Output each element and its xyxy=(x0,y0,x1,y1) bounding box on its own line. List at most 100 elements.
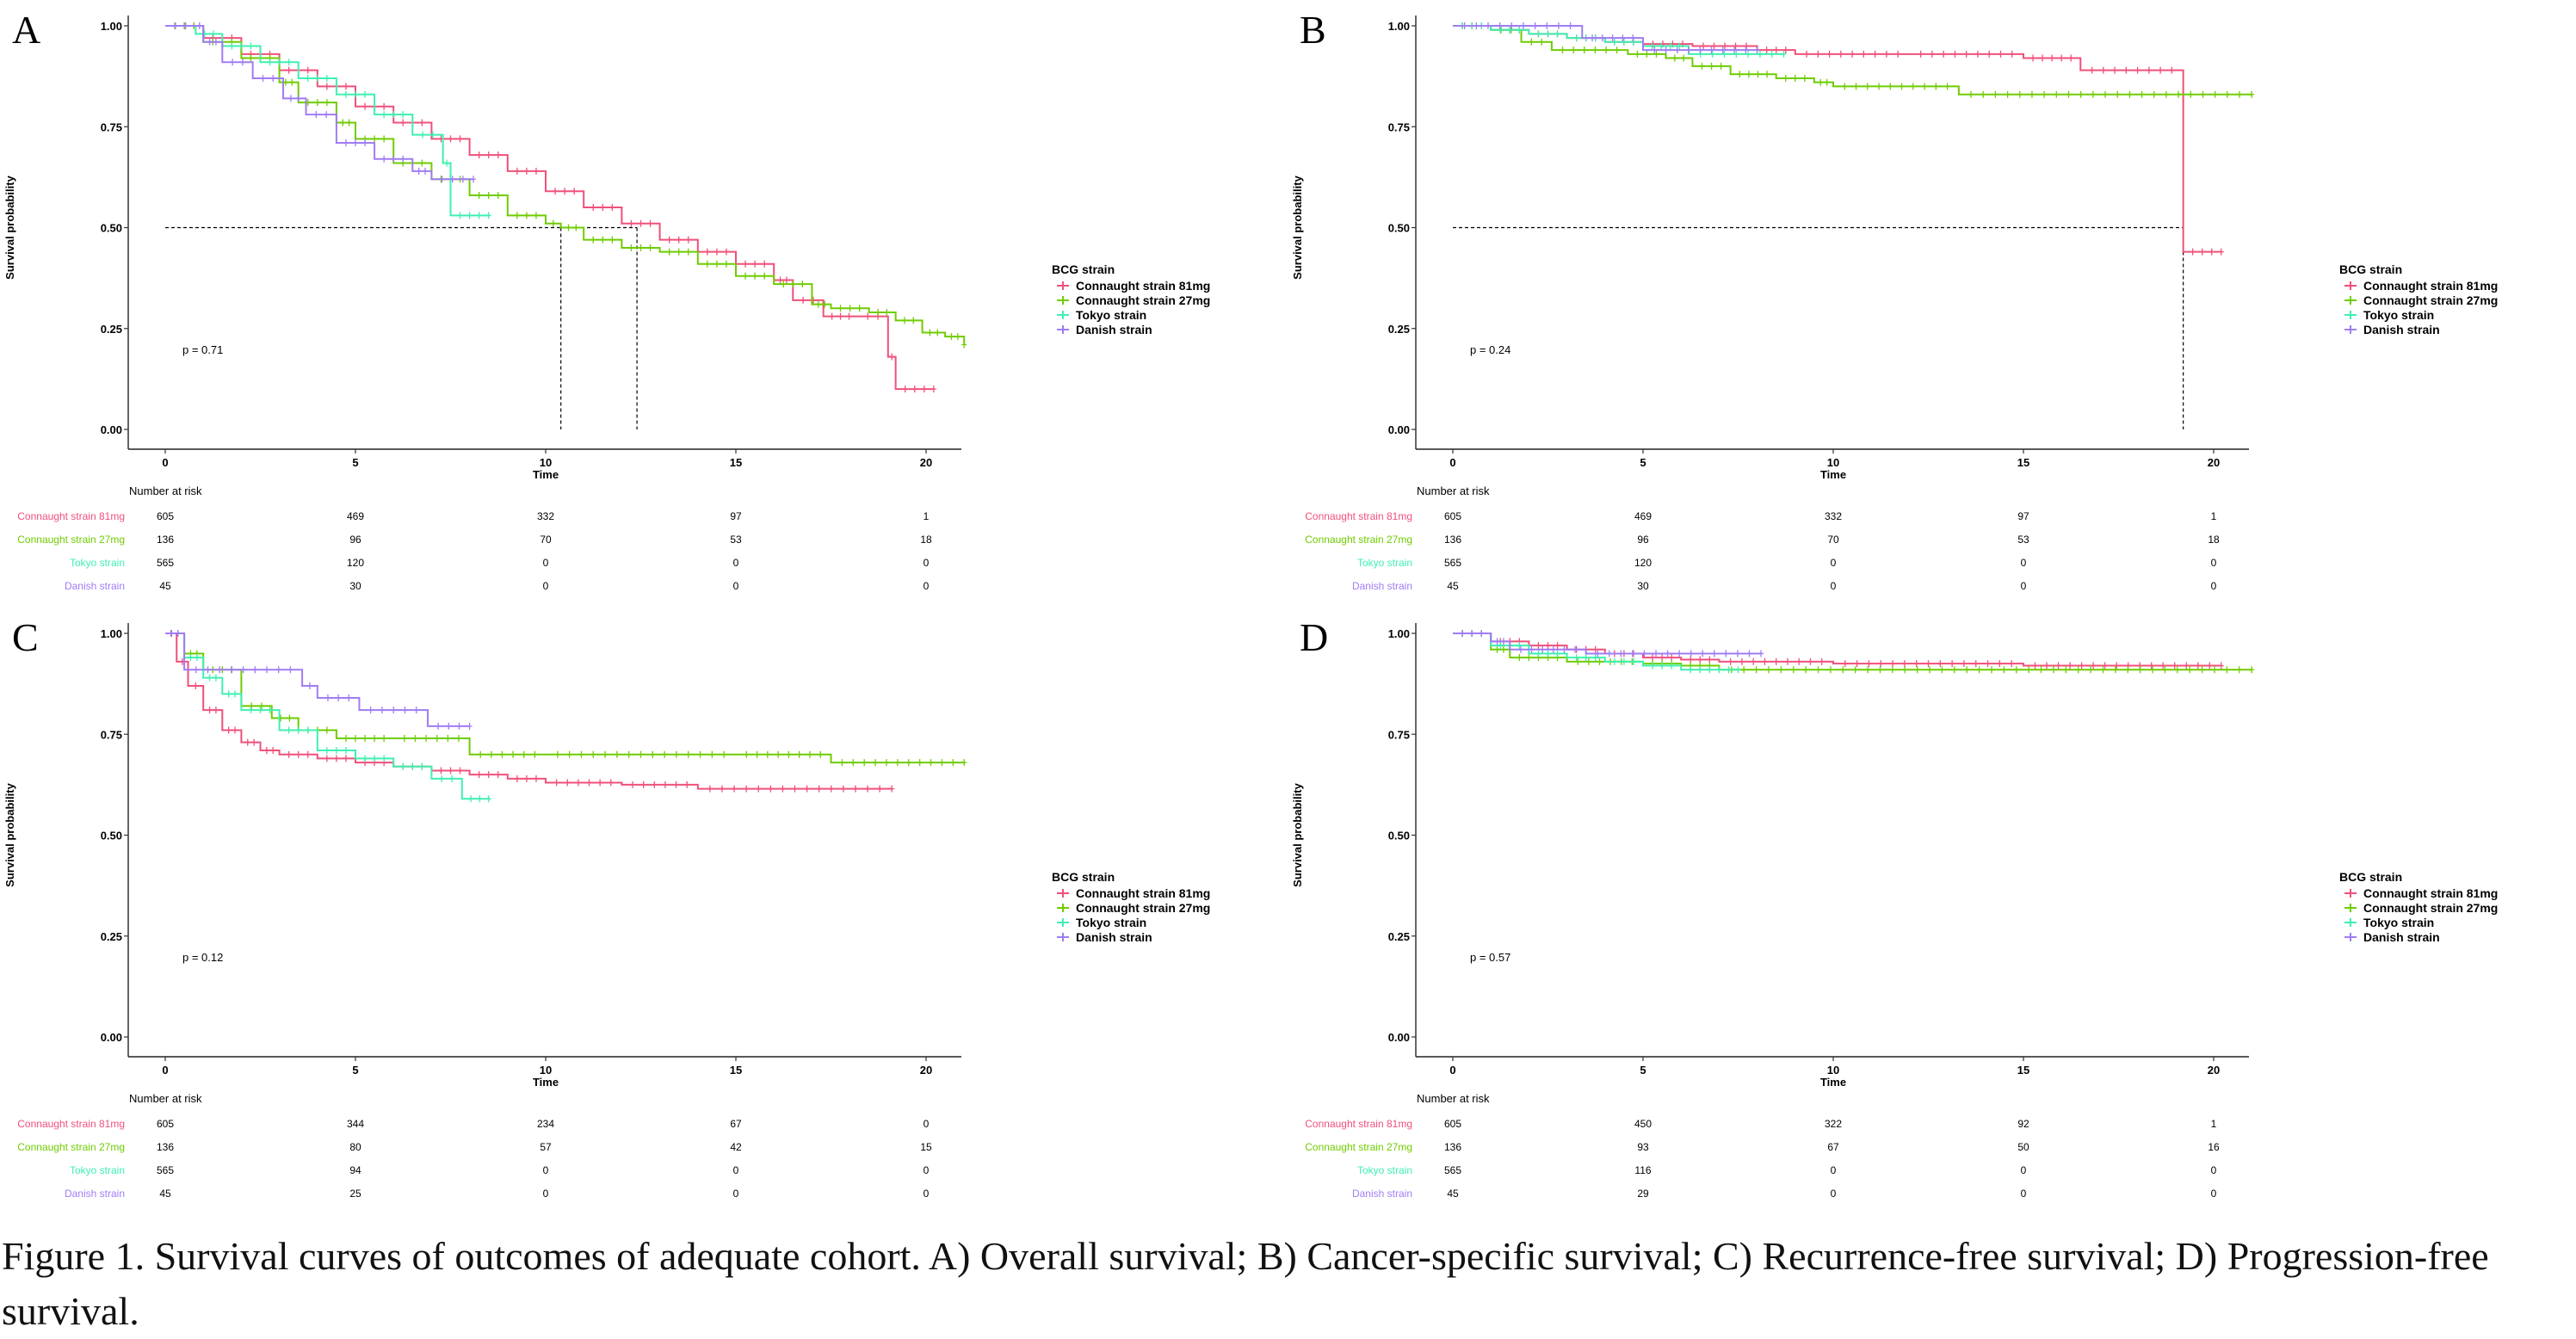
censor-mark xyxy=(1517,645,1523,653)
risk-value: 30 xyxy=(1637,580,1649,592)
censor-mark xyxy=(775,750,781,758)
censor-mark xyxy=(1509,22,1515,29)
censor-mark xyxy=(169,630,175,637)
risk-value: 53 xyxy=(2017,534,2029,546)
censor-mark xyxy=(533,212,539,219)
censor-mark xyxy=(410,762,416,770)
censor-mark xyxy=(1769,50,1775,58)
y-tick-label: 0.50 xyxy=(1388,222,1410,235)
risk-table-title: Number at risk xyxy=(1417,484,1490,497)
censor-mark xyxy=(713,248,720,256)
censor-mark xyxy=(673,750,679,758)
censor-mark xyxy=(744,785,750,793)
censor-mark xyxy=(1529,38,1535,46)
censor-mark xyxy=(638,750,644,758)
censor-mark xyxy=(1910,83,1916,90)
censor-mark xyxy=(402,707,408,714)
censor-marks xyxy=(1460,22,2224,256)
censor-mark xyxy=(608,779,614,787)
censor-mark xyxy=(1889,666,1895,674)
censor-mark xyxy=(476,151,482,159)
risk-value: 96 xyxy=(1637,534,1649,546)
legend-key xyxy=(1057,889,1069,898)
y-tick-label: 0.75 xyxy=(101,728,122,741)
censor-mark xyxy=(2066,90,2072,98)
x-axis-title: Time xyxy=(533,468,559,481)
censor-mark xyxy=(1716,666,1722,674)
censor-mark xyxy=(685,750,691,758)
censor-mark xyxy=(1669,662,1675,670)
censor-mark xyxy=(1707,666,1713,674)
censor-mark xyxy=(1824,78,1830,86)
risk-value: 15 xyxy=(920,1141,932,1153)
censor-mark xyxy=(419,762,425,770)
censor-mark xyxy=(1895,50,1901,58)
censor-mark xyxy=(2089,66,2095,74)
p-value: p = 0.12 xyxy=(182,951,223,964)
censor-mark xyxy=(252,666,258,674)
censor-mark xyxy=(1592,645,1598,653)
risk-value: 50 xyxy=(2017,1141,2029,1153)
censor-mark xyxy=(1649,42,1655,50)
risk-row-label: Danish strain xyxy=(65,1188,125,1200)
x-tick-label: 20 xyxy=(920,456,932,469)
legend-key xyxy=(2344,311,2357,319)
censor-mark xyxy=(600,204,606,212)
risk-value: 0 xyxy=(1831,1164,1837,1176)
censor-mark xyxy=(743,260,749,268)
censor-mark xyxy=(523,167,529,175)
legend-label: Connaught strain 81mg xyxy=(1076,279,1210,293)
censor-mark xyxy=(1743,46,1749,54)
censor-mark xyxy=(1986,50,1992,58)
censor-mark xyxy=(457,212,463,219)
censor-mark xyxy=(1497,22,1503,29)
censor-marks xyxy=(169,630,491,803)
censor-mark xyxy=(1852,666,1858,674)
risk-value: 0 xyxy=(1831,580,1837,592)
censor-mark xyxy=(333,755,339,762)
censor-mark xyxy=(305,74,311,82)
x-tick-label: 10 xyxy=(540,456,552,469)
censor-mark xyxy=(457,135,463,143)
x-tick-label: 0 xyxy=(162,456,168,469)
censor-mark xyxy=(704,260,710,268)
risk-value: 16 xyxy=(2208,1141,2220,1153)
censor-mark xyxy=(1473,22,1480,29)
censor-mark xyxy=(1650,654,1656,662)
censor-mark xyxy=(485,151,491,159)
censor-mark xyxy=(2224,666,2230,674)
censor-mark xyxy=(1985,660,1991,668)
censor-mark xyxy=(353,90,358,98)
censor-mark xyxy=(1595,650,1601,657)
censor-mark xyxy=(883,759,889,767)
risk-value: 116 xyxy=(1634,1164,1651,1176)
censor-mark xyxy=(865,785,871,793)
censor-mark xyxy=(575,779,581,787)
censor-mark xyxy=(586,779,592,787)
censor-mark xyxy=(754,750,760,758)
censor-marks xyxy=(1460,22,2255,98)
censor-mark xyxy=(856,305,862,312)
risk-value: 605 xyxy=(1444,510,1461,522)
panel-letter: B xyxy=(1300,8,1326,52)
x-tick-label: 10 xyxy=(1827,1064,1839,1077)
censor-mark xyxy=(439,774,445,782)
risk-value: 1 xyxy=(2211,1118,2217,1130)
censor-mark xyxy=(225,726,232,734)
censor-mark xyxy=(1535,650,1541,657)
censor-mark xyxy=(1697,666,1703,674)
legend-label: Tokyo strain xyxy=(1076,308,1146,322)
risk-row-label: Connaught strain 27mg xyxy=(17,534,125,546)
censor-mark xyxy=(207,674,213,682)
legend-label: Tokyo strain xyxy=(2363,308,2434,322)
censor-mark xyxy=(756,785,762,793)
censor-mark xyxy=(1653,650,1659,657)
censor-mark xyxy=(2199,248,2205,256)
censor-mark xyxy=(2127,90,2133,98)
censor-mark xyxy=(1708,62,1714,70)
censor-mark xyxy=(786,750,792,758)
censor-mark xyxy=(647,244,653,251)
censor-mark xyxy=(1520,22,1526,29)
censor-mark xyxy=(752,260,758,268)
censor-mark xyxy=(1827,666,1833,674)
